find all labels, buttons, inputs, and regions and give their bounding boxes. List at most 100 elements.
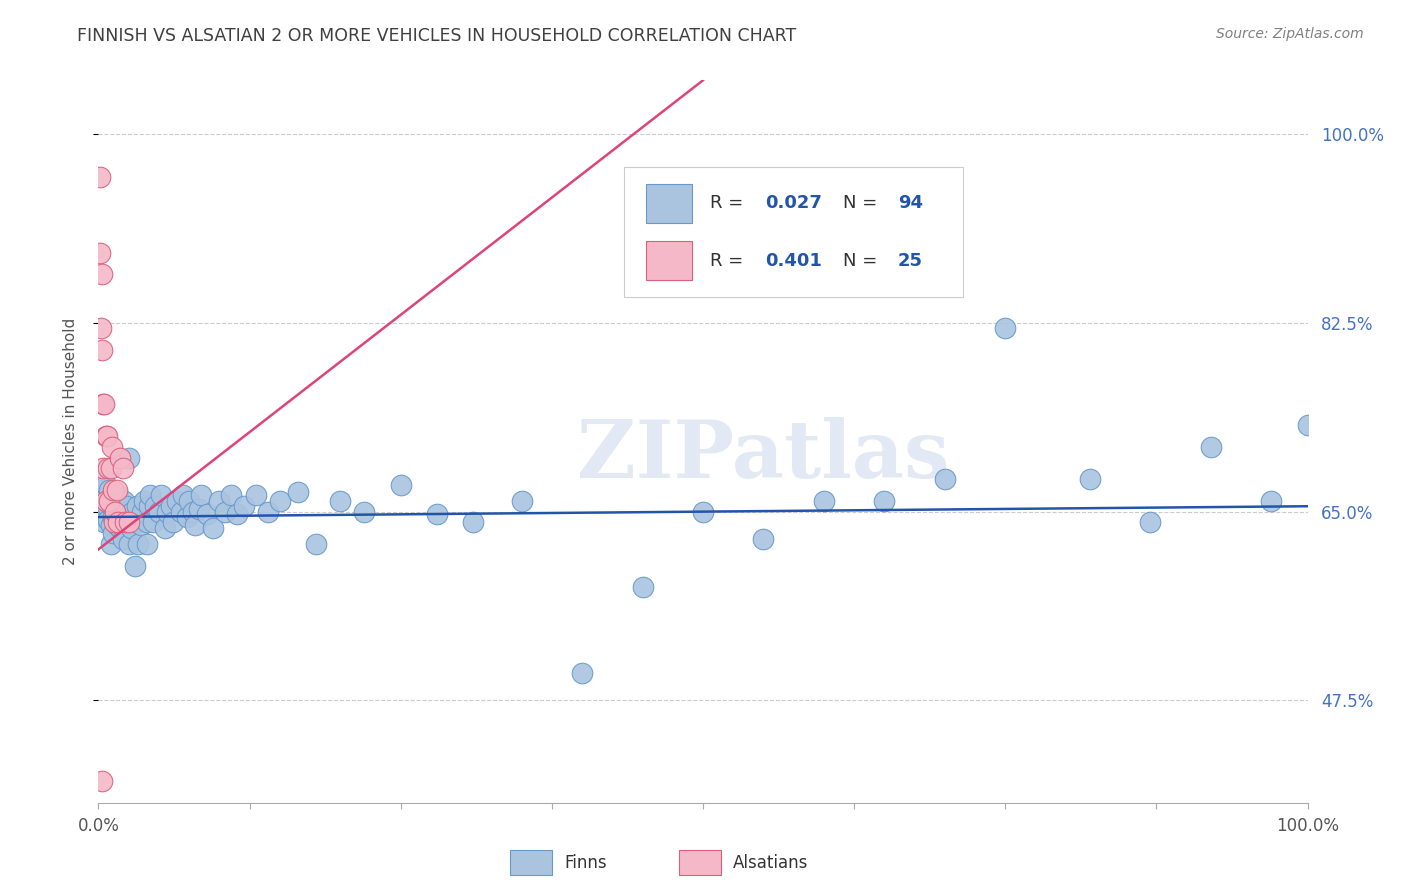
Text: Source: ZipAtlas.com: Source: ZipAtlas.com <box>1216 27 1364 41</box>
Point <box>148 505 170 519</box>
Point <box>226 507 249 521</box>
Text: ZIPatlas: ZIPatlas <box>578 417 949 495</box>
Point <box>121 505 143 519</box>
Point <box>91 505 114 519</box>
Point <box>752 532 775 546</box>
Point <box>110 500 132 514</box>
Point <box>187 502 209 516</box>
Point <box>100 517 122 532</box>
Point <box>138 500 160 514</box>
Point <box>202 521 225 535</box>
Point <box>692 505 714 519</box>
Point <box>813 493 835 508</box>
Bar <box>647 184 692 223</box>
Point <box>160 500 183 514</box>
Point <box>127 500 149 514</box>
Point <box>143 500 166 514</box>
Point <box>100 537 122 551</box>
Point <box>176 510 198 524</box>
Point <box>162 516 184 530</box>
Text: FINNISH VS ALSATIAN 2 OR MORE VEHICLES IN HOUSEHOLD CORRELATION CHART: FINNISH VS ALSATIAN 2 OR MORE VEHICLES I… <box>77 27 797 45</box>
Point <box>101 526 124 541</box>
Point <box>1199 440 1222 454</box>
Point <box>169 505 191 519</box>
Point <box>89 245 111 260</box>
Point <box>873 493 896 508</box>
Point <box>108 521 131 535</box>
Point <box>111 532 134 546</box>
Point <box>98 483 121 497</box>
Point <box>114 516 136 530</box>
Point <box>97 513 120 527</box>
Point <box>115 500 138 514</box>
Y-axis label: 2 or more Vehicles in Household: 2 or more Vehicles in Household <box>63 318 77 566</box>
Text: 94: 94 <box>897 194 922 212</box>
Bar <box>679 850 721 875</box>
Point <box>994 321 1017 335</box>
Point <box>91 461 114 475</box>
Point <box>353 505 375 519</box>
Point <box>214 505 236 519</box>
Point <box>134 493 156 508</box>
Point <box>101 483 124 497</box>
Point <box>389 477 412 491</box>
Point <box>208 493 231 508</box>
Point <box>131 505 153 519</box>
Text: 0.027: 0.027 <box>765 194 821 212</box>
Point <box>91 268 114 282</box>
Point <box>190 488 212 502</box>
Point <box>245 488 267 502</box>
Point <box>195 507 218 521</box>
Point <box>135 516 157 530</box>
Point <box>91 397 114 411</box>
Text: N =: N = <box>844 194 883 212</box>
Point <box>105 517 128 532</box>
Point <box>129 517 152 532</box>
Point <box>104 505 127 519</box>
Point <box>90 321 112 335</box>
Bar <box>647 241 692 280</box>
Point <box>139 488 162 502</box>
Point <box>108 450 131 465</box>
Point <box>120 521 142 535</box>
Point <box>269 493 291 508</box>
Point <box>91 774 114 789</box>
Point <box>98 493 121 508</box>
Text: Alsatians: Alsatians <box>734 855 808 872</box>
Point <box>105 483 128 497</box>
Point <box>118 450 141 465</box>
Point <box>184 517 207 532</box>
Point <box>103 516 125 530</box>
Point <box>463 516 485 530</box>
Point <box>107 516 129 530</box>
Point <box>426 507 449 521</box>
Point <box>100 461 122 475</box>
Point <box>91 510 114 524</box>
Point <box>96 429 118 443</box>
Point <box>150 488 173 502</box>
Point <box>142 516 165 530</box>
Point <box>101 510 124 524</box>
Point <box>181 505 204 519</box>
Point <box>127 537 149 551</box>
Point <box>287 485 309 500</box>
Point <box>114 516 136 530</box>
Point <box>91 493 114 508</box>
Point <box>221 488 243 502</box>
Point <box>124 558 146 573</box>
Point <box>510 493 533 508</box>
Point <box>100 440 122 454</box>
Point <box>111 510 134 524</box>
Point <box>571 666 593 681</box>
Point <box>166 493 188 508</box>
Point <box>232 500 254 514</box>
Point <box>103 493 125 508</box>
Text: N =: N = <box>844 252 883 269</box>
Point <box>631 580 654 594</box>
Point <box>1139 516 1161 530</box>
Point <box>118 516 141 530</box>
Point <box>135 537 157 551</box>
Point <box>105 502 128 516</box>
Bar <box>624 167 963 297</box>
Point <box>98 493 121 508</box>
